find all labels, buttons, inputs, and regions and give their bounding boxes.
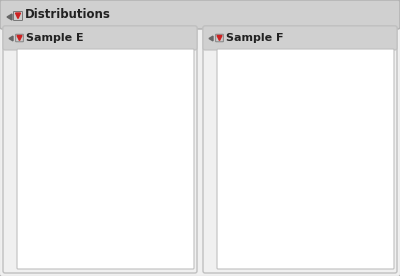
Bar <box>229 86 350 110</box>
Text: 1: 1 <box>255 195 261 204</box>
Text: 3: 3 <box>104 220 110 229</box>
Bar <box>229 162 278 185</box>
Bar <box>229 213 253 236</box>
Bar <box>229 61 302 84</box>
FancyBboxPatch shape <box>16 34 23 42</box>
Text: 5: 5 <box>352 94 358 102</box>
Bar <box>29 213 102 236</box>
Bar <box>229 137 278 160</box>
Bar <box>29 86 54 110</box>
Text: Sample F: Sample F <box>226 33 284 43</box>
Text: Distributions: Distributions <box>25 8 111 21</box>
Text: Sample E: Sample E <box>26 33 84 43</box>
FancyBboxPatch shape <box>217 49 394 269</box>
Text: 1: 1 <box>56 68 61 77</box>
FancyBboxPatch shape <box>0 0 400 29</box>
FancyBboxPatch shape <box>203 26 397 50</box>
Polygon shape <box>209 36 213 41</box>
Bar <box>29 112 78 135</box>
Polygon shape <box>217 36 222 41</box>
Bar <box>29 162 126 185</box>
FancyBboxPatch shape <box>17 49 194 269</box>
FancyBboxPatch shape <box>3 26 197 273</box>
Text: 1: 1 <box>56 94 61 102</box>
Text: 3: 3 <box>304 68 310 77</box>
FancyBboxPatch shape <box>3 26 197 50</box>
Bar <box>229 187 253 211</box>
Polygon shape <box>9 36 13 41</box>
Text: 2: 2 <box>80 144 85 153</box>
Text: 2: 2 <box>279 169 285 178</box>
Polygon shape <box>16 13 20 18</box>
Text: 4: 4 <box>128 169 134 178</box>
FancyBboxPatch shape <box>14 12 22 20</box>
Text: 5: 5 <box>153 195 158 204</box>
Polygon shape <box>7 14 12 20</box>
Text: 2: 2 <box>279 144 285 153</box>
Bar <box>29 61 54 84</box>
FancyBboxPatch shape <box>216 34 223 42</box>
Bar <box>29 137 78 160</box>
Text: 1: 1 <box>255 220 261 229</box>
Text: 4: 4 <box>328 119 334 128</box>
Bar <box>229 112 326 135</box>
Polygon shape <box>17 36 22 41</box>
Text: 2: 2 <box>80 119 85 128</box>
FancyBboxPatch shape <box>203 26 397 273</box>
Bar <box>29 187 151 211</box>
